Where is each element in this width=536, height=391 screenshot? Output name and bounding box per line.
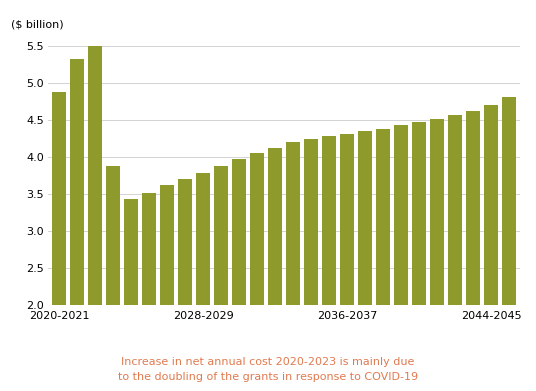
Bar (88, 46, 102, 391)
Bar (232, 160, 246, 391)
Bar (178, 179, 192, 391)
Bar (340, 134, 354, 391)
Bar (106, 166, 120, 391)
Bar (70, 59, 84, 391)
Bar (466, 111, 480, 391)
Bar (448, 115, 462, 391)
Bar (394, 126, 408, 391)
Bar (53, 92, 66, 391)
Bar (269, 147, 282, 391)
Bar (124, 199, 138, 391)
Bar (502, 97, 516, 391)
Bar (359, 131, 372, 391)
Bar (196, 173, 210, 391)
Bar (430, 120, 444, 391)
Bar (214, 166, 228, 391)
Text: ($ billion): ($ billion) (11, 20, 63, 30)
Bar (142, 193, 156, 391)
Bar (160, 185, 174, 391)
Bar (412, 122, 426, 391)
Bar (286, 142, 300, 391)
Bar (485, 106, 498, 391)
Text: Increase in net annual cost 2020-2023 is mainly due
to the doubling of the grant: Increase in net annual cost 2020-2023 is… (118, 357, 418, 382)
Bar (250, 153, 264, 391)
Bar (304, 139, 318, 391)
Bar (322, 136, 336, 391)
Bar (376, 129, 390, 391)
